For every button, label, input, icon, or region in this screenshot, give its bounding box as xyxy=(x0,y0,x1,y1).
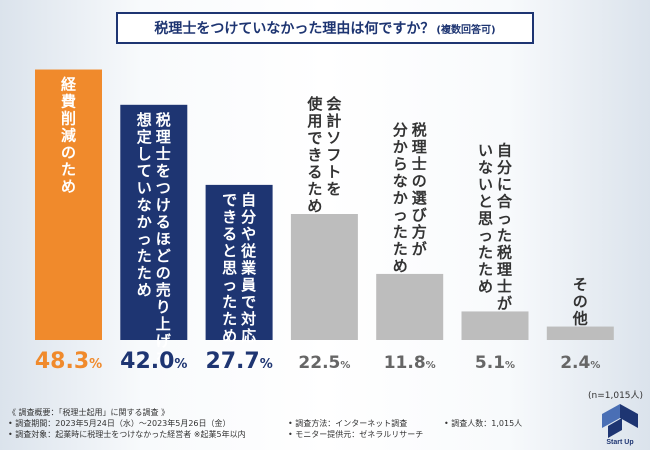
bar-2 xyxy=(205,184,273,340)
note-provider: • モニター提供元：ゼネラルリサーチ xyxy=(288,430,424,439)
bar-label-line-0-0: 経費削減のため xyxy=(61,76,77,196)
bar-group-6: その他 2.4% xyxy=(546,276,614,373)
bar-6 xyxy=(546,326,614,340)
logo-shape-1 xyxy=(620,404,638,428)
bar-1 xyxy=(120,104,188,340)
note-respondents: • 調査人数：1,015人 xyxy=(444,419,523,428)
bar-label-line-5-0: 自分に合った税理士が xyxy=(496,141,513,312)
bar-label-line-5-1: いないと思ったため xyxy=(478,141,493,295)
note-target: • 調査対象：起業時に税理士をつけなかった経営者 ※起業5年以内 xyxy=(8,430,246,439)
value-label-4: 11.8% xyxy=(384,353,436,373)
value-label-5: 5.1% xyxy=(475,353,515,373)
bar-0 xyxy=(35,69,102,341)
value-label-0: 48.3% xyxy=(35,349,102,374)
bar-label-line-2-0: 自分や従業員で対応 xyxy=(240,191,257,345)
logo-shape-3 xyxy=(608,418,622,438)
chart-title: 税理士をつけていなかった理由は何ですか？ (複数回答可) xyxy=(116,12,534,44)
bar-label-6: その他 xyxy=(572,276,588,328)
chart-title-text: 税理士をつけていなかった理由は何ですか？ xyxy=(154,21,435,37)
logo-shape-2 xyxy=(602,404,620,428)
bar-label-line-4-0: 税理士の選び方が xyxy=(412,121,428,258)
logo-text: Start Up xyxy=(606,439,633,446)
value-label-6: 2.4% xyxy=(560,353,600,373)
chart-title-note: (複数回答可) xyxy=(436,24,496,36)
bar-group-0: 経費削減のため 48.3% xyxy=(35,69,102,374)
bar-label-line-4-1: 分からなかったため xyxy=(393,121,408,275)
note-overview: 《 調査概要：「税理士起用」に関する調査 》 xyxy=(8,408,170,417)
value-label-3: 22.5% xyxy=(298,353,350,373)
bar-label-line-3-1: 使用できるため xyxy=(306,95,323,215)
value-label-2: 27.7% xyxy=(205,349,272,374)
bar-label-line-2-1: できると思ったため xyxy=(222,191,237,345)
bar-label-line-1-1: 想定していなかったため xyxy=(136,111,152,299)
bar-label-line-1-0: 税理士をつけるほどの売り上げを xyxy=(156,111,172,367)
bar-label-0: 経費削減のため xyxy=(61,76,77,196)
value-label-1: 42.0% xyxy=(120,349,187,374)
bar-5 xyxy=(461,311,529,340)
bar-label-line-6-0: その他 xyxy=(572,276,588,328)
startup-logo-icon: Start Up xyxy=(602,404,638,446)
note-method: • 調査方法：インターネット調査 xyxy=(288,419,408,428)
note-period: • 調査期間：2023年5月24日（水）〜2023年5月26日（金） xyxy=(8,419,231,428)
sample-size: (n=1,015人) xyxy=(588,391,644,401)
bar-4 xyxy=(376,273,444,340)
bar-3 xyxy=(290,214,358,340)
bar-label-line-3-0: 会計ソフトを xyxy=(326,95,341,198)
